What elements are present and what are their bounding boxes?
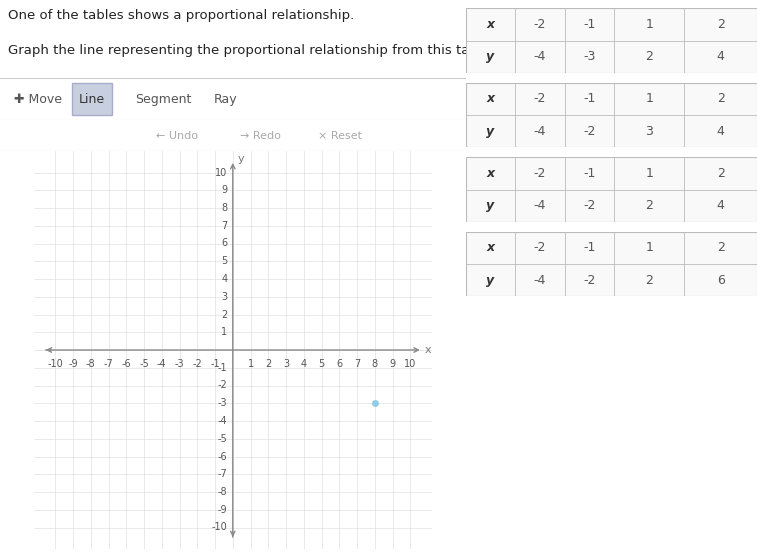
Text: -4: -4 xyxy=(534,50,546,63)
Text: -7: -7 xyxy=(104,359,114,369)
Text: x: x xyxy=(486,18,494,31)
Text: 2: 2 xyxy=(717,167,724,180)
Text: -2: -2 xyxy=(583,199,596,212)
Text: 1: 1 xyxy=(645,92,653,105)
Text: 4: 4 xyxy=(717,50,724,63)
FancyBboxPatch shape xyxy=(72,83,112,115)
Text: 1: 1 xyxy=(221,327,227,337)
Text: x: x xyxy=(486,92,494,105)
Text: -2: -2 xyxy=(534,92,546,105)
Text: × Reset: × Reset xyxy=(318,131,362,141)
Text: One of the tables shows a proportional relationship.: One of the tables shows a proportional r… xyxy=(8,9,354,22)
Text: x: x xyxy=(486,167,494,180)
Text: -2: -2 xyxy=(534,18,546,31)
Text: -6: -6 xyxy=(218,451,227,461)
Text: -1: -1 xyxy=(218,363,227,373)
Text: -10: -10 xyxy=(212,522,227,533)
Text: x: x xyxy=(425,345,431,355)
Text: y: y xyxy=(486,274,494,287)
Text: 7: 7 xyxy=(221,221,227,231)
Text: 2: 2 xyxy=(645,199,653,212)
Point xyxy=(369,399,381,408)
Text: 4: 4 xyxy=(221,274,227,284)
Text: -4: -4 xyxy=(534,125,546,138)
Text: -9: -9 xyxy=(68,359,78,369)
Text: -3: -3 xyxy=(218,398,227,408)
Text: -8: -8 xyxy=(218,487,227,497)
Text: 2: 2 xyxy=(645,274,653,287)
Text: ← Undo: ← Undo xyxy=(156,131,198,141)
Text: 8: 8 xyxy=(221,203,227,213)
Text: 9: 9 xyxy=(221,185,227,195)
Text: Graph the line representing the proportional relationship from this table.: Graph the line representing the proporti… xyxy=(8,44,494,57)
Text: 10: 10 xyxy=(215,167,227,178)
Text: 6: 6 xyxy=(336,359,342,369)
Text: -3: -3 xyxy=(583,50,596,63)
Text: 3: 3 xyxy=(283,359,289,369)
Text: Line: Line xyxy=(79,93,105,106)
Text: -2: -2 xyxy=(218,380,227,390)
Text: -2: -2 xyxy=(192,359,202,369)
Text: -1: -1 xyxy=(583,18,596,31)
Text: -1: -1 xyxy=(583,92,596,105)
Text: y: y xyxy=(486,50,494,63)
Text: Ray: Ray xyxy=(214,93,238,106)
Text: 4: 4 xyxy=(301,359,307,369)
Text: -8: -8 xyxy=(86,359,95,369)
Text: -4: -4 xyxy=(534,199,546,212)
Text: -2: -2 xyxy=(583,125,596,138)
Text: y: y xyxy=(486,125,494,138)
Text: 5: 5 xyxy=(319,359,325,369)
Text: -7: -7 xyxy=(218,469,227,479)
Text: -9: -9 xyxy=(218,505,227,515)
Text: 4: 4 xyxy=(717,125,724,138)
Text: 1: 1 xyxy=(645,241,653,254)
Text: x: x xyxy=(486,241,494,254)
Text: -1: -1 xyxy=(210,359,220,369)
Text: -3: -3 xyxy=(175,359,185,369)
Text: 2: 2 xyxy=(717,18,724,31)
Text: 2: 2 xyxy=(717,92,724,105)
Text: 2: 2 xyxy=(265,359,272,369)
Text: 7: 7 xyxy=(354,359,360,369)
Text: 2: 2 xyxy=(717,241,724,254)
Text: -1: -1 xyxy=(583,167,596,180)
Text: 1: 1 xyxy=(645,167,653,180)
Text: -2: -2 xyxy=(534,241,546,254)
Text: -2: -2 xyxy=(534,167,546,180)
Text: Segment: Segment xyxy=(135,93,192,106)
Text: 8: 8 xyxy=(372,359,378,369)
Text: y: y xyxy=(486,199,494,212)
Text: -1: -1 xyxy=(583,241,596,254)
Text: 1: 1 xyxy=(645,18,653,31)
Text: 1: 1 xyxy=(248,359,254,369)
Text: -5: -5 xyxy=(218,434,227,444)
Text: 6: 6 xyxy=(221,239,227,249)
Text: 2: 2 xyxy=(221,310,227,320)
Text: -4: -4 xyxy=(534,274,546,287)
Text: 10: 10 xyxy=(404,359,416,369)
Text: y: y xyxy=(237,153,244,164)
Text: 5: 5 xyxy=(221,256,227,266)
Text: 3: 3 xyxy=(221,292,227,302)
Text: -5: -5 xyxy=(139,359,149,369)
Text: → Redo: → Redo xyxy=(240,131,281,141)
Text: ✚ Move: ✚ Move xyxy=(14,93,62,106)
Text: 6: 6 xyxy=(717,274,724,287)
Text: -2: -2 xyxy=(583,274,596,287)
Text: 9: 9 xyxy=(389,359,396,369)
Text: -4: -4 xyxy=(157,359,167,369)
Text: -6: -6 xyxy=(121,359,131,369)
Text: 4: 4 xyxy=(717,199,724,212)
Text: -4: -4 xyxy=(218,416,227,426)
Text: 2: 2 xyxy=(645,50,653,63)
Text: -10: -10 xyxy=(48,359,63,369)
Text: 3: 3 xyxy=(645,125,653,138)
